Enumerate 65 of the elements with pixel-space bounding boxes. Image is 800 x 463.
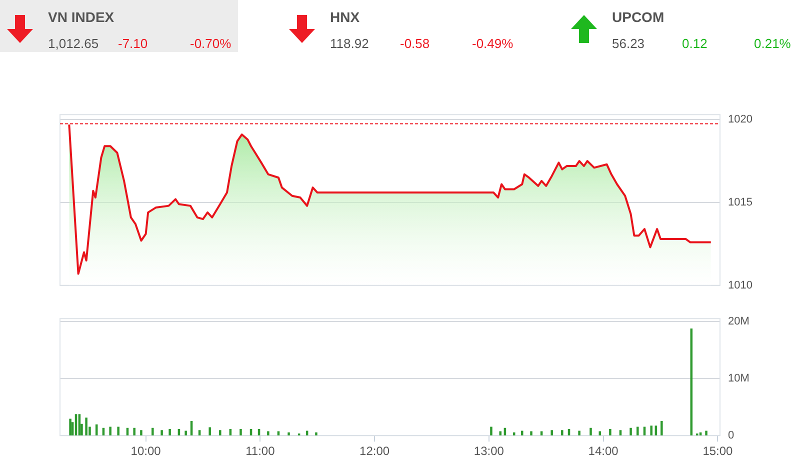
text: HNX <box>330 9 360 25</box>
bar <box>229 428 232 436</box>
text: 0.21% <box>754 36 791 51</box>
x-tick-label: 12:00 <box>360 444 390 458</box>
bar <box>258 428 260 436</box>
y-tick-label: 1010 <box>728 279 752 292</box>
bar <box>198 430 201 436</box>
bar <box>288 432 290 436</box>
x-tick-label: 10:00 <box>130 444 162 458</box>
text: -0.70% <box>190 36 232 51</box>
bar <box>306 430 308 436</box>
bar <box>85 418 88 436</box>
bar <box>208 427 211 436</box>
text: 118.92 <box>330 36 369 51</box>
bar <box>168 428 171 436</box>
bar <box>568 428 570 436</box>
bar <box>219 430 222 436</box>
text: UPCOM <box>612 9 664 25</box>
bar <box>609 428 612 436</box>
bar <box>109 426 112 436</box>
bar <box>160 430 163 436</box>
bar <box>530 431 532 436</box>
bar <box>619 430 622 436</box>
bar <box>650 426 652 436</box>
bar <box>590 428 592 436</box>
bar <box>550 430 553 436</box>
bar <box>133 428 136 436</box>
bar <box>630 428 632 436</box>
text: 56.23 <box>612 36 645 51</box>
bar <box>705 430 708 436</box>
text: -0.49% <box>472 36 514 51</box>
text: 0.12 <box>682 36 708 51</box>
bar <box>152 428 154 436</box>
bar <box>578 430 580 436</box>
y-tick-label: 0 <box>728 430 734 442</box>
y-tick-label: 20M <box>728 315 750 328</box>
bar <box>636 426 639 436</box>
text: -7.10 <box>118 36 148 51</box>
x-tick-label: 15:00 <box>702 444 734 458</box>
bar <box>267 431 270 436</box>
bar <box>78 414 81 436</box>
bar <box>643 426 646 436</box>
y-tick-label: 10M <box>728 372 750 385</box>
y-tick-label: 1015 <box>728 196 752 209</box>
text: -0.58 <box>400 36 430 51</box>
bar <box>660 421 663 436</box>
bar <box>184 430 187 436</box>
bar <box>69 418 72 436</box>
x-tick-label: 14:00 <box>588 444 619 458</box>
bar <box>74 414 78 436</box>
bar <box>250 428 252 436</box>
bar <box>117 426 120 436</box>
bar <box>315 432 318 436</box>
y-tick-label: 1020 <box>728 114 752 126</box>
bar <box>240 428 242 436</box>
text: VN INDEX <box>48 9 114 25</box>
bar <box>520 430 524 436</box>
bar <box>178 428 180 436</box>
bar <box>490 426 492 436</box>
text: 1,012.65 <box>48 36 99 51</box>
bar <box>561 430 564 436</box>
x-tick-label: 11:00 <box>246 444 276 458</box>
bar <box>654 426 658 436</box>
x-tick-label: 13:00 <box>474 444 504 458</box>
bar <box>140 430 142 436</box>
